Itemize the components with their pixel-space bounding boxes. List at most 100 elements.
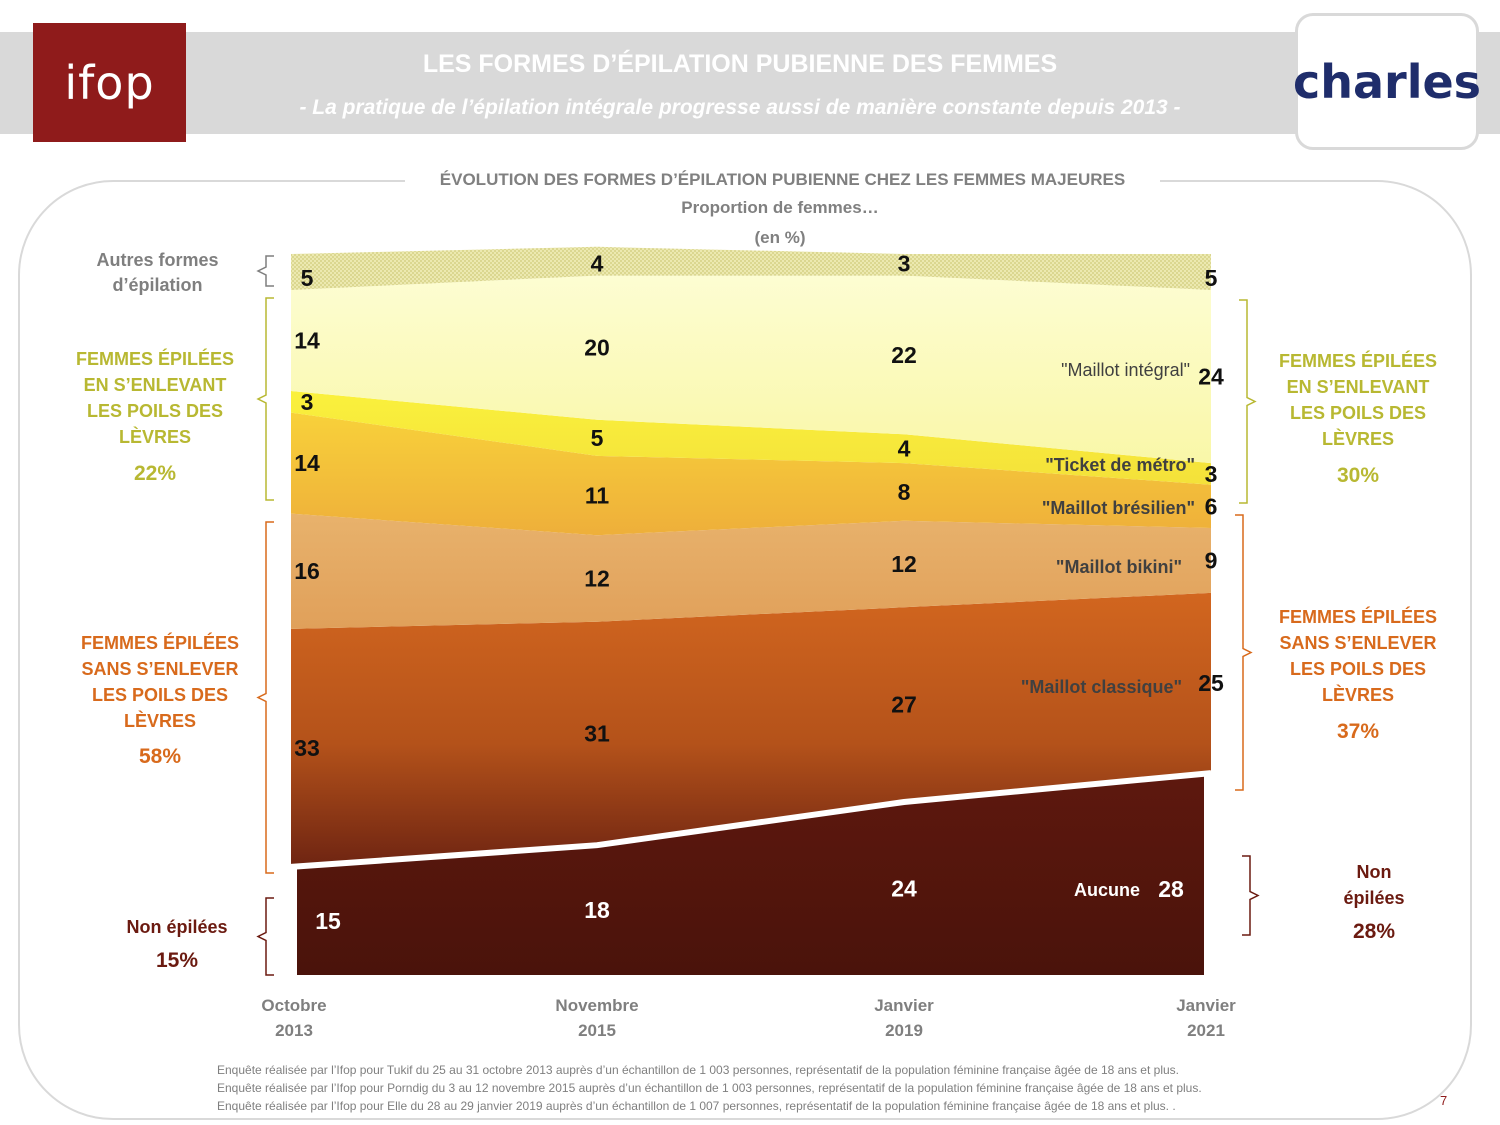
area-maillot-bikini [291, 513, 1211, 629]
x-tick-label: Octobre 2013 [234, 993, 354, 1043]
x-tick-line: Octobre [261, 996, 327, 1015]
left-label-top-line: EN S’ENLEVANT [83, 375, 227, 395]
right-pct-mid: 37% [1336, 720, 1380, 743]
boundary-gap [1204, 771, 1212, 977]
x-tick-line: Janvier [874, 996, 934, 1015]
footnote: Enquête réalisée par l’Ifop pour Elle du… [217, 1099, 1176, 1113]
value-label: 31 [584, 721, 610, 747]
area-aucune [291, 773, 1211, 975]
area-autres-formes [291, 246, 1211, 290]
value-label: 24 [891, 876, 917, 902]
left-label-bottom: Non épilées [126, 917, 228, 937]
bracket [256, 521, 274, 874]
right-label-top-line: LÈVRES [1321, 429, 1395, 449]
value-label: 15 [315, 908, 341, 934]
value-labels: 15 18 24 28 33 31 27 25 16 12 12 9 14 11 8 6 3 5 4 3 14 20 22 2… [294, 251, 1224, 934]
right-label-mid-line: LES POILS DES [1289, 659, 1427, 679]
value-label: 3 [898, 251, 911, 277]
value-label: 18 [584, 897, 610, 923]
charles-logo: charles [1293, 13, 1481, 150]
value-label: 3 [301, 389, 314, 415]
right-label-mid-line: FEMMES ÉPILÉES [1278, 607, 1438, 627]
value-label: 8 [898, 479, 911, 505]
area-maillot-bresilien [291, 412, 1211, 536]
value-label: 14 [294, 450, 320, 476]
footnote: Enquête réalisée par l’Ifop pour Tukif d… [217, 1063, 1179, 1077]
x-tick-label: Janvier 2019 [844, 993, 964, 1043]
value-label: 5 [301, 265, 314, 291]
value-label: 9 [1205, 547, 1218, 573]
bracket [1242, 855, 1260, 936]
x-tick-line: 2015 [578, 1021, 616, 1040]
bracket [256, 897, 274, 976]
value-label: 24 [1198, 364, 1224, 390]
value-label: 6 [1205, 493, 1218, 519]
value-label: 27 [891, 692, 917, 718]
left-label-other-line: d’épilation [112, 275, 203, 295]
right-label-top: FEMMES ÉPILÉES EN S’ENLEVANT LES POILS D… [1268, 348, 1448, 452]
boundary-gap [291, 864, 297, 977]
series-label-aucune: Aucune [1073, 880, 1140, 900]
footnote: Enquête réalisée par l’Ifop pour Porndig… [217, 1081, 1202, 1095]
right-label-bottom: Non épilées [1304, 859, 1444, 911]
right-label-bottom-line: épilées [1343, 888, 1405, 908]
left-label-other: Autres formes d’épilation [70, 248, 245, 298]
x-tick-line: 2019 [885, 1021, 923, 1040]
right-label-top-line: LES POILS DES [1289, 403, 1427, 423]
x-tick-line: Janvier [1176, 996, 1236, 1015]
value-label: 22 [891, 342, 917, 368]
bracket [256, 297, 274, 501]
series-label-bikini: "Maillot bikini" [1055, 557, 1182, 577]
series-label-integral: "Maillot intégral" [1061, 360, 1190, 380]
non-epilees-boundary [290, 770, 1212, 977]
bracket [1235, 514, 1253, 791]
boundary-line [290, 770, 1212, 870]
value-label: 5 [591, 425, 604, 451]
right-label-bottom-line: Non [1356, 862, 1392, 882]
left-label-mid-line: SANS S’ENLEVER [81, 659, 239, 679]
ifop-logo: ifop [33, 23, 186, 142]
page-number: 7 [1440, 1093, 1448, 1108]
chart-title-background [405, 168, 1160, 194]
right-label-top-line: EN S’ENLEVANT [1286, 377, 1430, 397]
value-label: 16 [294, 558, 320, 584]
left-label-other-line: Autres formes [96, 250, 219, 270]
left-label-mid-line: FEMMES ÉPILÉES [80, 633, 240, 653]
left-label-top-line: LÈVRES [118, 427, 192, 447]
right-label-top-line: FEMMES ÉPILÉES [1278, 351, 1438, 371]
x-tick-label: Novembre 2015 [537, 993, 657, 1043]
x-tick-line: Novembre [555, 996, 639, 1015]
left-label-top: FEMMES ÉPILÉES EN S’ENLEVANT LES POILS D… [65, 346, 245, 450]
value-label: 11 [585, 483, 610, 509]
area-ticket-de-metro [291, 391, 1211, 485]
left-pct-mid: 58% [138, 745, 182, 768]
area-maillot-classique [291, 592, 1211, 867]
right-label-mid-line: LÈVRES [1321, 685, 1395, 705]
left-pct-top: 22% [133, 462, 177, 485]
value-label: 20 [584, 335, 610, 361]
right-label-mid-line: SANS S’ENLEVER [1279, 633, 1437, 653]
left-label-top-line: FEMMES ÉPILÉES [75, 349, 235, 369]
series-label-ticket: "Ticket de métro" [1045, 455, 1195, 475]
left-label-top-line: LES POILS DES [86, 401, 224, 421]
value-label: 4 [591, 251, 604, 277]
bracket [256, 255, 274, 287]
brackets [256, 255, 1260, 976]
chart-title: ÉVOLUTION DES FORMES D’ÉPILATION PUBIENN… [439, 170, 1126, 189]
value-label: 14 [294, 328, 320, 354]
area-maillot-integral [291, 275, 1211, 464]
chart-unit: (en %) [754, 228, 806, 247]
left-label-mid-line: LES POILS DES [91, 685, 229, 705]
value-label: 28 [1158, 876, 1184, 902]
x-tick-line: 2021 [1187, 1021, 1225, 1040]
header-band [0, 32, 1500, 134]
left-label-mid: FEMMES ÉPILÉES SANS S’ENLEVER LES POILS … [70, 630, 250, 734]
bracket [1239, 299, 1257, 504]
left-label-mid-line: LÈVRES [123, 711, 197, 731]
right-pct-bottom: 28% [1352, 920, 1396, 943]
value-label: 4 [898, 436, 911, 462]
value-label: 3 [1205, 461, 1218, 487]
value-label: 25 [1198, 670, 1224, 696]
left-pct-bottom: 15% [155, 949, 199, 972]
